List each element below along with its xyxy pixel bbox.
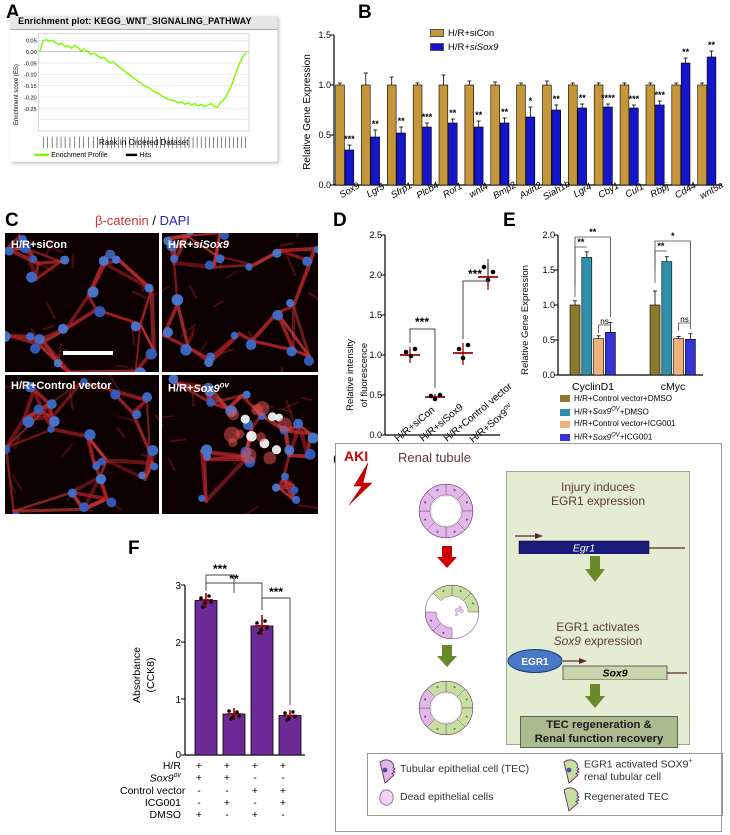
svg-text:0.5: 0.5 (318, 130, 331, 140)
svg-text:Relative intensity: Relative intensity (345, 339, 356, 411)
svg-text:2: 2 (175, 638, 181, 649)
svg-text:-0.05: -0.05 (24, 61, 37, 67)
svg-text:0.5: 0.5 (542, 335, 555, 345)
svg-text:1: 1 (175, 695, 181, 706)
svg-text:**: ** (449, 108, 457, 118)
svg-text:-0.20: -0.20 (24, 95, 37, 101)
svg-text:Relative Gene Expression: Relative Gene Expression (520, 265, 531, 375)
svg-text:Absorbance: Absorbance (131, 647, 143, 703)
svg-text:**: ** (657, 241, 665, 251)
svg-text:0.0: 0.0 (369, 430, 382, 440)
svg-text:1.5: 1.5 (542, 265, 555, 275)
svg-text:0.0: 0.0 (318, 180, 331, 190)
svg-text:Egr1: Egr1 (573, 543, 595, 555)
svg-text:0.05: 0.05 (26, 39, 37, 45)
svg-text:Sox9: Sox9 (602, 668, 627, 680)
svg-text:**: ** (553, 94, 561, 104)
svg-text:**: ** (579, 93, 587, 103)
svg-text:2.5: 2.5 (369, 230, 382, 240)
svg-text:Relative Gene Expression: Relative Gene Expression (302, 54, 313, 170)
svg-text:***: *** (344, 134, 355, 144)
svg-text:**: ** (589, 227, 597, 237)
svg-text:**: ** (372, 119, 380, 129)
svg-text:***: *** (422, 112, 433, 122)
svg-text:(CCK8): (CCK8) (145, 657, 157, 692)
svg-text:**: ** (501, 107, 509, 117)
svg-text:***: *** (629, 94, 640, 104)
svg-text:1.5: 1.5 (318, 30, 331, 40)
svg-text:***: *** (213, 562, 227, 576)
svg-text:0.00: 0.00 (26, 50, 37, 56)
svg-text:2.0: 2.0 (369, 270, 382, 280)
svg-text:-0.10: -0.10 (24, 73, 37, 79)
svg-text:-0.25: -0.25 (24, 107, 37, 113)
svg-text:***: *** (655, 90, 666, 100)
svg-text:***: *** (415, 315, 429, 329)
svg-text:1.0: 1.0 (542, 300, 555, 310)
svg-text:0.0: 0.0 (542, 370, 555, 380)
svg-text:3: 3 (175, 581, 181, 592)
svg-text:*: * (671, 231, 675, 241)
svg-text:-0.15: -0.15 (24, 84, 37, 90)
svg-text:**: ** (398, 116, 406, 126)
svg-text:ns: ns (600, 317, 608, 326)
svg-text:EGR1: EGR1 (521, 657, 549, 668)
svg-text:Enrichment score (ES): Enrichment score (ES) (14, 64, 20, 125)
svg-text:**: ** (577, 237, 585, 247)
svg-text:**: ** (682, 47, 690, 57)
svg-text:CyclinD1: CyclinD1 (572, 381, 614, 393)
svg-text:cMyc: cMyc (661, 381, 686, 393)
svg-text:2.0: 2.0 (542, 230, 555, 240)
svg-text:*: * (529, 96, 533, 106)
svg-text:***: *** (468, 267, 482, 281)
svg-text:**: ** (475, 110, 483, 120)
svg-text:***: *** (269, 585, 283, 599)
svg-text:1.0: 1.0 (318, 80, 331, 90)
svg-text:1.5: 1.5 (369, 310, 382, 320)
svg-text:of fluorescence: of fluorescence (359, 343, 370, 407)
svg-text:1.0: 1.0 (369, 350, 382, 360)
svg-text:0.5: 0.5 (369, 390, 382, 400)
svg-text:ns: ns (680, 315, 688, 324)
svg-text:**: ** (708, 40, 716, 50)
svg-text:****: **** (601, 93, 616, 103)
